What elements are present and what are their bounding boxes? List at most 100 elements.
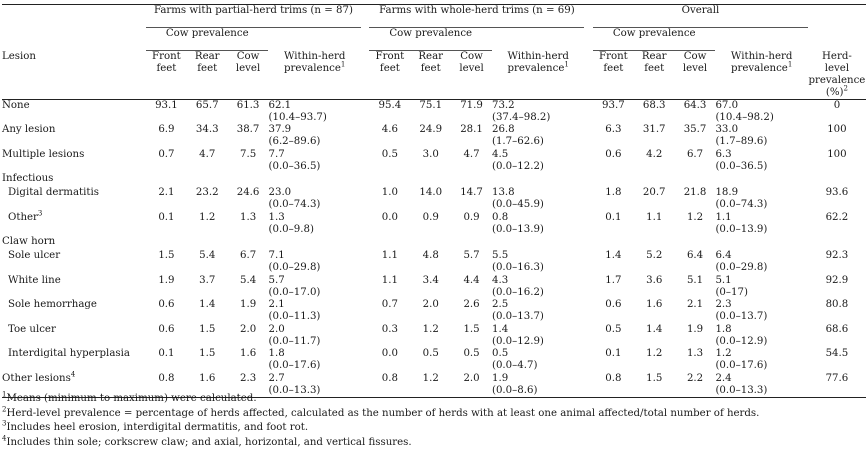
prevalence-cell: 6.3: [605, 124, 622, 135]
within-herd-mean: 73.2: [491, 99, 515, 111]
header-line: feet: [420, 63, 441, 74]
within-herd-mean: 2.4: [715, 372, 732, 384]
within-herd-cell: 5.1 (0–17): [715, 275, 807, 300]
front-feet-header-overall: Front feet: [593, 51, 634, 100]
header-line: feet: [379, 63, 400, 74]
header-line: Cow: [236, 51, 260, 62]
prevalence-cell: 2.1: [158, 187, 175, 198]
table-row: Any lesion 6.9 34.3 38.7 37.9 (6.2–89.6) 4.6 24…: [2, 124, 866, 149]
herd-level-cell: 100: [827, 148, 847, 160]
within-herd-mean: 4.5: [491, 148, 509, 160]
prevalence-cell: 14.0: [419, 187, 443, 198]
prevalence-cell: 1.5: [463, 323, 480, 335]
within-herd-range: (0.0–13.9): [715, 223, 768, 235]
within-herd-cell: 0.8 (0.0–13.9): [492, 212, 584, 237]
cow-level-header-partial: Cow level: [228, 51, 269, 100]
within-herd-mean: 0.8: [491, 211, 509, 223]
table-row: Toe ulcer 0.6 1.5 2.0 2.0 (0.0–11.7) 0.3 1.2 1.5…: [2, 324, 866, 349]
prevalence-cell: 0.7: [158, 148, 175, 160]
within-herd-mean: 33.0: [715, 124, 739, 135]
rear-feet-header-partial: Rear feet: [187, 51, 228, 100]
header-line: feet: [197, 63, 218, 74]
lesion-name: Digital dermatitis: [8, 187, 99, 198]
prevalence-cell: 6.7: [239, 250, 257, 261]
prevalence-cell: 1.3: [239, 211, 257, 223]
prevalence-cell: 65.7: [195, 99, 219, 111]
within-herd-range: (0.0–16.2): [491, 286, 544, 298]
header-line: level: [824, 62, 850, 74]
within-herd-cell: 2.3 (0.0–13.7): [715, 299, 807, 324]
within-herd-mean: 5.7: [268, 274, 285, 286]
within-herd-range: (1.7–62.6): [491, 136, 544, 147]
header-line: prevalence: [808, 74, 866, 86]
prevalence-cell: 38.7: [236, 124, 260, 135]
prevalence-cell: 6.7: [686, 148, 704, 160]
prevalence-cell: 4.7: [463, 148, 480, 160]
cow-level-header-overall: Cow level: [675, 51, 716, 100]
prevalence-cell: 5.4: [199, 250, 216, 261]
within-herd-range: (10.4–93.7): [268, 111, 327, 123]
within-herd-range: (0.0–13.7): [715, 311, 768, 322]
lesion-label: White line: [2, 275, 146, 300]
header-line: prevalence: [507, 62, 565, 74]
within-herd-header-partial: Within-herd prevalence1: [268, 51, 360, 100]
within-herd-range: (0.0–17.6): [715, 360, 768, 371]
within-herd-cell: 1.2 (0.0–17.6): [715, 348, 807, 373]
footnote-mark: 4: [2, 434, 7, 443]
within-herd-mean: 7.1: [268, 250, 285, 261]
prevalence-cell: 31.7: [642, 124, 666, 135]
within-herd-range: (0.0–13.9): [491, 223, 544, 235]
prevalence-cell: 1.9: [239, 299, 257, 310]
footnote-text: Herd-level prevalence = percentage of he…: [6, 407, 760, 419]
within-herd-range: (0.0–9.8): [268, 223, 314, 235]
lesion-name: None: [2, 99, 30, 111]
footnote-mark: 3: [37, 209, 43, 218]
footnote-mark: 3: [2, 419, 7, 428]
prevalence-cell: 1.4: [199, 299, 216, 310]
header-line: Herd-: [822, 50, 852, 62]
within-herd-mean: 26.8: [491, 124, 515, 135]
prevalence-cell: 0.6: [605, 148, 622, 160]
within-herd-cell: 1.1 (0.0–13.9): [715, 212, 807, 237]
table-row: Sole ulcer 1.5 5.4 6.7 7.1 (0.0–29.8) 1.1 4.8 5.…: [2, 250, 866, 275]
within-herd-cell: 6.3 (0.0–36.5): [715, 149, 807, 174]
header-line: Rear: [641, 51, 667, 62]
within-herd-mean: 1.8: [715, 323, 732, 335]
rear-feet-header-overall: Rear feet: [634, 51, 675, 100]
prevalence-cell: 1.9: [158, 274, 175, 286]
footnote-mark: 2: [843, 84, 848, 93]
within-herd-cell: 1.3 (0.0–9.8): [268, 212, 360, 237]
cow-level-header-whole: Cow level: [451, 51, 492, 100]
within-herd-range: (0.0–16.3): [491, 262, 544, 273]
lesion-name: Any lesion: [2, 124, 56, 135]
prevalence-cell: 0.1: [605, 211, 622, 223]
prevalence-cell: 3.6: [646, 274, 663, 286]
header-line: Front: [152, 51, 181, 62]
within-herd-mean: 2.5: [491, 299, 509, 310]
within-herd-mean: 4.3: [491, 274, 509, 286]
lesion-label: Sole hemorrhage: [2, 299, 146, 324]
footnote-mark: 4: [70, 370, 76, 379]
footnote-mark: 1: [340, 60, 346, 69]
within-herd-mean: 2.3: [715, 299, 732, 310]
within-herd-header-whole: Within-herd prevalence1: [492, 51, 584, 100]
subgroup-header-row: Cow prevalence Cow prevalence Cow preval…: [2, 27, 866, 51]
within-herd-range: (10.4–98.2): [715, 111, 774, 123]
herd-level-cell: 68.6: [825, 323, 849, 335]
footnote: 1Means (minimum to maximum) were calcula…: [2, 391, 866, 407]
prevalence-cell: 0.8: [592, 372, 634, 398]
prevalence-cell: 6.9: [158, 124, 175, 135]
cow-prevalence-header: Cow prevalence: [369, 27, 492, 51]
lesion-label: Multiple lesions: [2, 149, 146, 174]
table-row: Multiple lesions 0.7 4.7 7.5 7.7 (0.0–36.5) 0.…: [2, 149, 866, 174]
within-herd-range: (0.0–12.9): [491, 335, 544, 347]
prevalence-cell: 1.1: [646, 211, 663, 223]
prevalence-cell: 1.6: [646, 299, 663, 310]
within-herd-range: (0.0–29.8): [268, 262, 321, 273]
within-herd-mean: 67.0: [715, 99, 739, 111]
within-herd-mean: 5.5: [491, 250, 509, 261]
prevalence-cell: 2.3: [227, 372, 269, 398]
within-herd-range: (0.0–17.0): [268, 286, 321, 298]
prevalence-cell: 24.6: [236, 187, 260, 198]
